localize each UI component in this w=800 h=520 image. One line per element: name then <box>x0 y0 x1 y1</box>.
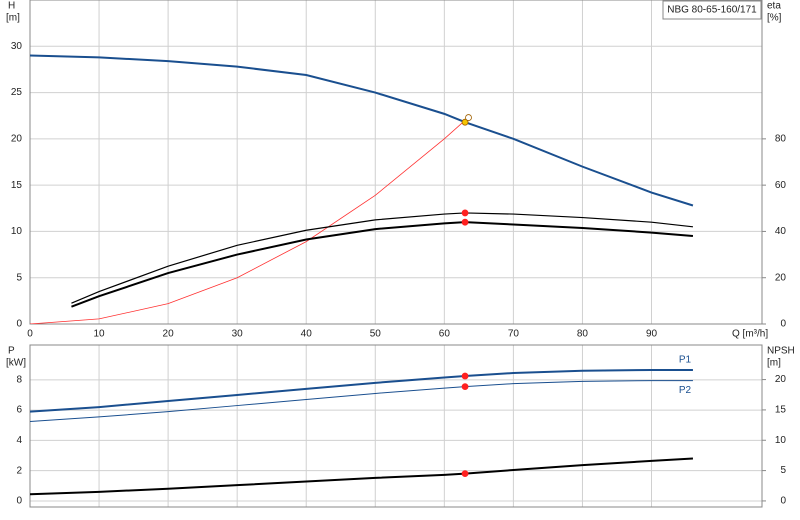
y-tick-label: 0 <box>16 496 22 507</box>
y-tick-label: 4 <box>16 435 22 446</box>
y2-tick-label: 20 <box>775 272 787 283</box>
duty-point <box>461 209 469 217</box>
duty-point <box>461 383 469 391</box>
y2-tick-label: 40 <box>775 226 787 237</box>
plot-frame <box>29 344 763 508</box>
y2-tick-label: 60 <box>775 180 787 191</box>
y-tick-label: 30 <box>11 41 23 52</box>
y2-tick-label: 0 <box>780 319 786 330</box>
x-axis-label: Q [m³/h] <box>732 329 768 340</box>
x-tick-label: 30 <box>232 329 244 340</box>
x-tick-label: 60 <box>439 329 451 340</box>
series-label: P2 <box>679 385 692 396</box>
y-axis-unit: [kW] <box>6 358 26 369</box>
duty-point <box>461 118 469 126</box>
duty-point <box>461 218 469 226</box>
y-tick-label: 20 <box>11 133 23 144</box>
series-line <box>30 380 693 422</box>
x-tick-label: 10 <box>93 329 105 340</box>
x-tick-label: 40 <box>301 329 313 340</box>
y2-tick-label: 0 <box>780 496 786 507</box>
duty-point <box>461 372 469 380</box>
x-tick-label: 0 <box>27 329 33 340</box>
x-tick-label: 80 <box>577 329 589 340</box>
y2-axis-unit: [%] <box>767 13 782 24</box>
y2-tick-label: 15 <box>775 405 787 416</box>
series-line <box>71 221 694 308</box>
y2-axis-unit: [m] <box>767 358 781 369</box>
y2-axis-label: eta <box>767 1 781 12</box>
y2-tick-label: 20 <box>775 374 787 385</box>
chart-title: NBG 80-65-160/171 <box>667 5 757 16</box>
x-tick-label: 90 <box>646 329 658 340</box>
series-line <box>30 54 694 207</box>
y-tick-label: 2 <box>16 465 22 476</box>
series-label: P1 <box>679 355 692 366</box>
y-tick-label: 5 <box>16 272 22 283</box>
y-tick-label: 6 <box>16 405 22 416</box>
series-line <box>71 212 694 304</box>
title-box <box>662 0 762 20</box>
duty-point <box>465 114 472 121</box>
y-tick-label: 25 <box>11 87 23 98</box>
plot-frame <box>29 0 763 325</box>
y-axis-label: P <box>8 346 15 357</box>
y-tick-label: 15 <box>11 180 23 191</box>
duty-point <box>461 470 469 478</box>
y-tick-label: 10 <box>11 226 23 237</box>
y2-tick-label: 5 <box>780 465 786 476</box>
x-tick-label: 70 <box>508 329 520 340</box>
y2-tick-label: 80 <box>775 133 787 144</box>
y-tick-label: 0 <box>16 319 22 330</box>
y-tick-label: 8 <box>16 374 22 385</box>
series-line <box>30 368 693 413</box>
y-axis-label: H <box>8 1 15 12</box>
x-tick-label: 20 <box>163 329 175 340</box>
series-line <box>30 120 466 324</box>
y2-tick-label: 10 <box>775 435 787 446</box>
y2-axis-label: NPSH <box>767 346 795 357</box>
y-axis-unit: [m] <box>6 13 20 24</box>
series-line <box>30 457 694 496</box>
x-tick-label: 50 <box>370 329 382 340</box>
